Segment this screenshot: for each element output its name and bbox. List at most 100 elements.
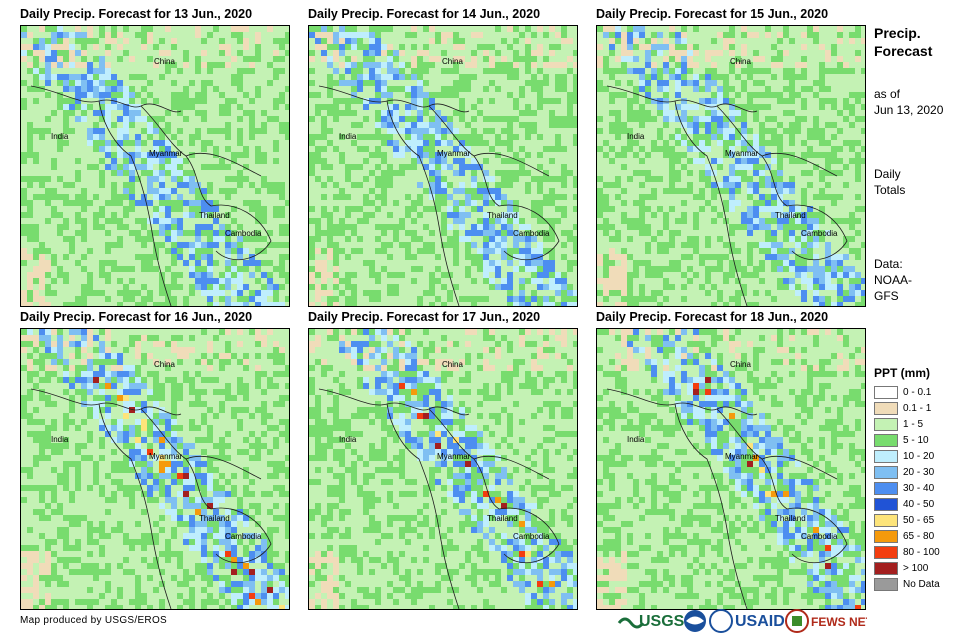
legend-item: 50 - 65 <box>874 512 940 528</box>
legend-item: 65 - 80 <box>874 528 940 544</box>
legend-swatch <box>874 449 898 463</box>
legend-label: 5 - 10 <box>903 434 929 446</box>
place-label-india: India <box>339 132 357 141</box>
place-label-cambodia: Cambodia <box>801 229 838 238</box>
fews-net-logo: FEWS NET <box>785 609 867 633</box>
as-of-date: Jun 13, 2020 <box>874 103 944 117</box>
legend-swatch <box>874 561 898 575</box>
legend-label: 10 - 20 <box>903 450 935 462</box>
as-of-label: as of <box>874 87 901 101</box>
legend-label: 50 - 65 <box>903 514 935 526</box>
usaid-seal-icon <box>709 609 733 633</box>
legend-item: 30 - 40 <box>874 480 940 496</box>
precip-map: China India Myanmar Thailand Cambodia <box>308 328 578 610</box>
map-credit: Map produced by USGS/EROS <box>20 615 168 626</box>
panel-title: Daily Precip. Forecast for 13 Jun., 2020 <box>20 7 253 21</box>
legend-item: 0 - 0.1 <box>874 384 940 400</box>
precip-map: China India Myanmar Thailand Cambodia <box>20 25 290 307</box>
place-label-cambodia: Cambodia <box>225 229 262 238</box>
place-label-china: China <box>154 57 175 66</box>
legend-swatch <box>874 529 898 543</box>
map-title-line2: Forecast <box>874 43 933 59</box>
place-label-china: China <box>442 360 463 369</box>
legend-swatch <box>874 433 898 447</box>
country-border <box>30 85 182 113</box>
data-source-block: Data: NOAA- GFS <box>874 256 912 304</box>
place-label-thailand: Thailand <box>775 514 806 523</box>
precip-map: China India Myanmar Thailand Cambodia <box>308 25 578 307</box>
legend-swatch <box>874 513 898 527</box>
data-source-line2: NOAA- <box>874 273 913 287</box>
place-label-cambodia: Cambodia <box>513 229 550 238</box>
place-label-cambodia: Cambodia <box>225 532 262 541</box>
precip-map: China India Myanmar Thailand Cambodia <box>20 328 290 610</box>
legend-swatch <box>874 481 898 495</box>
place-label-myanmar: Myanmar <box>149 149 183 158</box>
place-label-thailand: Thailand <box>487 514 518 523</box>
precip-grid: China India Myanmar Thailand Cambodia <box>597 329 865 609</box>
partner-logos: USGS USAID FEWS NET <box>617 609 867 633</box>
panel-title: Daily Precip. Forecast for 18 Jun., 2020 <box>596 310 829 324</box>
legend-item: 5 - 10 <box>874 432 940 448</box>
country-border <box>786 204 848 260</box>
legend-label: 65 - 80 <box>903 530 935 542</box>
legend-label: 30 - 40 <box>903 482 935 494</box>
place-label-thailand: Thailand <box>199 211 230 220</box>
precip-grid: China India Myanmar Thailand Cambodia <box>309 329 577 609</box>
legend-label: 80 - 100 <box>903 546 940 558</box>
country-border <box>30 388 182 416</box>
place-label-myanmar: Myanmar <box>437 452 471 461</box>
period-line1: Daily <box>874 167 901 181</box>
country-border <box>473 152 550 177</box>
place-label-china: China <box>730 360 751 369</box>
fews-net-leaf-icon <box>792 616 802 626</box>
country-border <box>318 388 470 416</box>
legend-swatch <box>874 385 898 399</box>
country-border <box>716 408 788 510</box>
precip-grid: China India Myanmar Thailand Cambodia <box>21 329 289 609</box>
precip-map: China India Myanmar Thailand Cambodia <box>596 25 866 307</box>
legend-swatch <box>874 497 898 511</box>
country-border <box>386 403 460 609</box>
as-of-block: as of Jun 13, 2020 <box>874 86 943 118</box>
legend-item: 80 - 100 <box>874 544 940 560</box>
legend-label: No Data <box>903 578 940 590</box>
place-label-india: India <box>51 435 69 444</box>
country-border <box>786 507 848 563</box>
place-label-thailand: Thailand <box>487 211 518 220</box>
legend-title: PPT (mm) <box>874 366 931 380</box>
country-border <box>606 388 758 416</box>
country-border <box>428 105 500 207</box>
period-line2: Totals <box>874 183 906 197</box>
place-label-india: India <box>339 435 357 444</box>
place-label-cambodia: Cambodia <box>513 532 550 541</box>
country-border <box>140 105 212 207</box>
legend-item: 20 - 30 <box>874 464 940 480</box>
country-border <box>386 100 460 306</box>
usaid-logo: USAID <box>709 609 785 633</box>
country-border <box>473 455 550 480</box>
place-label-myanmar: Myanmar <box>149 452 183 461</box>
place-label-thailand: Thailand <box>199 514 230 523</box>
precip-grid: China India Myanmar Thailand Cambodia <box>309 26 577 306</box>
place-label-myanmar: Myanmar <box>725 149 759 158</box>
legend-item: 10 - 20 <box>874 448 940 464</box>
legend-swatch <box>874 577 898 591</box>
panel-title: Daily Precip. Forecast for 16 Jun., 2020 <box>20 310 253 324</box>
precip-grid: China India Myanmar Thailand Cambodia <box>597 26 865 306</box>
country-border <box>98 100 172 306</box>
legend-label: 1 - 5 <box>903 418 924 430</box>
country-border <box>716 105 788 207</box>
place-label-myanmar: Myanmar <box>437 149 471 158</box>
period-block: Daily Totals <box>874 166 905 198</box>
usaid-logo-text: USAID <box>735 613 785 630</box>
usgs-logo: USGS <box>617 613 685 630</box>
data-source-line3: GFS <box>874 289 899 303</box>
country-border <box>185 152 262 177</box>
place-label-india: India <box>627 132 645 141</box>
legend-label: 0 - 0.1 <box>903 386 932 398</box>
place-label-india: India <box>51 132 69 141</box>
legend-swatch <box>874 417 898 431</box>
legend-label: 20 - 30 <box>903 466 935 478</box>
legend-swatch <box>874 401 898 415</box>
